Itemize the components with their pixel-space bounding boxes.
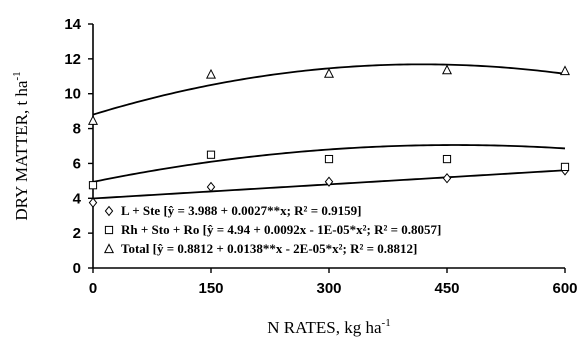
data-point-total — [323, 67, 335, 78]
legend-marker-total — [103, 243, 115, 254]
y-tick-label: 12 — [64, 51, 81, 68]
y-tick-label: 0 — [73, 260, 81, 277]
x-tick-label: 150 — [198, 280, 223, 297]
y-axis-title: DRY MATTER, t ha-1 — [11, 71, 31, 220]
legend-marker-l-ste — [104, 205, 114, 217]
y-tick-label: 14 — [64, 16, 81, 33]
data-point-total — [87, 115, 99, 125]
x-tick-label: 600 — [552, 280, 577, 297]
x-ticks: 0 150 300 450 600 — [89, 268, 578, 297]
y-tick-label: 6 — [73, 155, 81, 172]
x-tick-label: 300 — [316, 280, 341, 297]
data-point-rh-sto-ro — [324, 154, 334, 164]
data-point-l-ste — [324, 176, 334, 187]
data-point-l-ste — [442, 173, 452, 184]
x-tick-label: 0 — [89, 280, 97, 297]
data-point-total — [205, 68, 217, 79]
legend-label-l-ste: L + Ste [ŷ = 3.988 + 0.0027**x; R² = 0.9… — [121, 203, 361, 218]
data-point-rh-sto-ro — [206, 150, 216, 159]
data-point-rh-sto-ro — [560, 162, 570, 172]
y-tick-label: 8 — [73, 121, 81, 138]
x-axis-title: N RATES, kg ha-1 — [267, 317, 390, 337]
data-point-l-ste — [88, 197, 98, 208]
legend-label-rh-sto-ro: Rh + Sto + Ro [ŷ = 4.94 + 0.0092x - 1E-0… — [121, 222, 441, 237]
y-ticks: 0 2 4 6 8 10 12 14 — [64, 16, 93, 277]
y-tick-label: 2 — [73, 225, 81, 242]
data-point-total — [559, 65, 571, 76]
data-point-rh-sto-ro — [88, 181, 98, 190]
y-tick-label: 4 — [73, 190, 82, 207]
data-point-rh-sto-ro — [442, 154, 452, 164]
y-tick-label: 10 — [64, 86, 81, 103]
x-tick-label: 450 — [434, 280, 459, 297]
fit-line-rh-sto-ro — [92, 144, 566, 183]
data-point-l-ste — [206, 181, 216, 193]
data-points — [87, 64, 571, 208]
data-point-total — [441, 64, 453, 75]
legend-label-total: Total [ŷ = 0.8812 + 0.0138**x - 2E-05*x²… — [121, 241, 417, 256]
legend-marker-rh-sto-ro — [104, 225, 114, 235]
legend: L + Ste [ŷ = 3.988 + 0.0027**x; R² = 0.9… — [103, 203, 441, 256]
